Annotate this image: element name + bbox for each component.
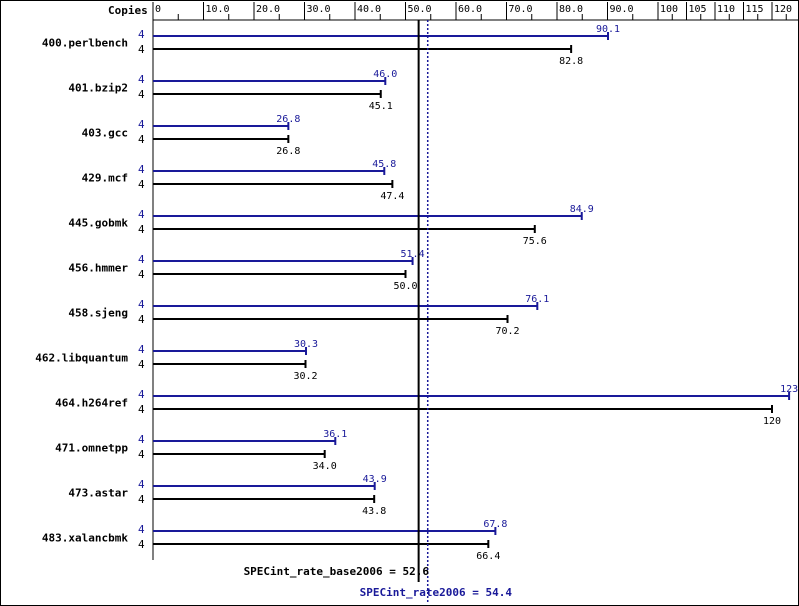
copies-label-base: 4 [138, 88, 145, 101]
copies-label-peak: 4 [138, 73, 145, 86]
data-label-peak: 123 [780, 384, 798, 395]
peak-reference-label: SPECint_rate2006 = 54.4 [360, 586, 513, 599]
benchmark-name: 462.libquantum [35, 352, 128, 365]
benchmark-row: 445.gobmk 4 4 84.9 75.6 [68, 204, 593, 247]
data-label-peak: 76.1 [525, 294, 549, 305]
benchmark-name: 464.h264ref [55, 397, 128, 410]
x-tick-label: 60.0 [458, 4, 482, 15]
benchmark-name: 458.sjeng [68, 307, 128, 320]
data-label-base: 43.8 [362, 506, 386, 517]
copies-label-peak: 4 [138, 28, 145, 41]
data-label-base: 66.4 [476, 551, 500, 562]
copies-label-peak: 4 [138, 163, 145, 176]
copies-label-peak: 4 [138, 208, 145, 221]
data-label-base: 47.4 [380, 191, 404, 202]
x-tick-label: 40.0 [357, 4, 381, 15]
benchmark-name: 456.hmmer [68, 262, 128, 275]
copies-label-base: 4 [138, 313, 145, 326]
x-tick-label: 10.0 [206, 4, 230, 15]
benchmark-row: 464.h264ref 4 4 123 120 [55, 384, 798, 427]
benchmark-name: 445.gobmk [68, 217, 128, 230]
x-tick-label: 110 [717, 4, 735, 15]
data-label-peak: 46.0 [373, 69, 397, 80]
x-axis: 0 10.0 20.0 30.0 40.0 50.0 60.0 70.0 80.0 90.0 100… [152, 2, 799, 560]
copies-label-peak: 4 [138, 478, 145, 491]
benchmark-row: 458.sjeng 4 4 76.1 70.2 [68, 294, 549, 337]
data-label-base: 30.2 [293, 371, 317, 382]
base-reference-label: SPECint_rate_base2006 = 52.6 [244, 565, 430, 578]
copies-label-base: 4 [138, 223, 145, 236]
data-label-peak: 84.9 [570, 204, 594, 215]
data-label-base: 82.8 [559, 56, 583, 67]
x-tick-label: 90.0 [610, 4, 634, 15]
benchmark-row: 429.mcf 4 4 45.8 47.4 [82, 159, 405, 202]
benchmark-name: 471.omnetpp [55, 442, 128, 455]
x-tick-label: 100 [660, 4, 678, 15]
copies-label-base: 4 [138, 538, 145, 551]
data-label-base: 45.1 [369, 101, 393, 112]
copies-label-peak: 4 [138, 388, 145, 401]
benchmark-row: 403.gcc 4 4 26.8 26.8 [82, 114, 301, 157]
data-label-peak: 30.3 [294, 339, 318, 350]
copies-label-base: 4 [138, 493, 145, 506]
benchmark-row: 401.bzip2 4 4 46.0 45.1 [68, 69, 397, 112]
x-tick-label: 0 [155, 4, 161, 15]
data-label-base: 26.8 [276, 146, 300, 157]
copies-label-base: 4 [138, 448, 145, 461]
benchmark-row: 456.hmmer 4 4 51.4 50.0 [68, 249, 424, 292]
data-label-base: 120 [763, 416, 781, 427]
copies-label-peak: 4 [138, 523, 145, 536]
x-tick-label: 70.0 [509, 4, 533, 15]
benchmark-name: 403.gcc [82, 127, 128, 140]
copies-label-base: 4 [138, 403, 145, 416]
benchmark-row: 483.xalancbmk 4 4 67.8 66.4 [42, 519, 508, 562]
copies-label-base: 4 [138, 268, 145, 281]
copies-label-peak: 4 [138, 298, 145, 311]
data-label-base: 70.2 [495, 326, 519, 337]
copies-label-peak: 4 [138, 343, 145, 356]
x-tick-label: 50.0 [408, 4, 432, 15]
benchmark-name: 400.perlbench [42, 37, 128, 50]
x-tick-label: 115 [746, 4, 764, 15]
benchmark-rows: 400.perlbench4490.182.8401.bzip24446.045… [35, 24, 798, 562]
copies-header: Copies [108, 4, 148, 17]
benchmark-name: 429.mcf [82, 172, 128, 185]
benchmark-row: 471.omnetpp 4 4 36.1 34.0 [55, 429, 347, 472]
data-label-peak: 45.8 [372, 159, 396, 170]
x-tick-label: 105 [689, 4, 707, 15]
benchmark-name: 473.astar [68, 487, 128, 500]
x-tick-label: 30.0 [307, 4, 331, 15]
benchmark-name: 401.bzip2 [68, 82, 128, 95]
data-label-peak: 36.1 [323, 429, 347, 440]
data-label-base: 50.0 [393, 281, 417, 292]
data-label-peak: 67.8 [483, 519, 507, 530]
x-tick-label: 120 [774, 4, 792, 15]
x-tick-label: 20.0 [256, 4, 280, 15]
reference-lines: SPECint_rate_base2006 = 52.6 SPECint_rate… [244, 20, 513, 604]
copies-label-base: 4 [138, 358, 145, 371]
data-label-peak: 26.8 [276, 114, 300, 125]
copies-label-peak: 4 [138, 118, 145, 131]
benchmark-row: 473.astar 4 4 43.9 43.8 [68, 474, 386, 517]
benchmark-row: 462.libquantum 4 4 30.3 30.2 [35, 339, 318, 382]
copies-label-peak: 4 [138, 253, 145, 266]
data-label-base: 75.6 [523, 236, 547, 247]
data-label-peak: 90.1 [596, 24, 620, 35]
benchmark-name: 483.xalancbmk [42, 532, 128, 545]
x-tick-label: 80.0 [559, 4, 583, 15]
data-label-peak: 51.4 [401, 249, 425, 260]
benchmark-row: 400.perlbench 4 4 90.1 82.8 [42, 24, 620, 67]
copies-label-base: 4 [138, 43, 145, 56]
data-label-peak: 43.9 [363, 474, 387, 485]
copies-label-base: 4 [138, 178, 145, 191]
copies-label-peak: 4 [138, 433, 145, 446]
data-label-base: 34.0 [313, 461, 337, 472]
copies-label-base: 4 [138, 133, 145, 146]
